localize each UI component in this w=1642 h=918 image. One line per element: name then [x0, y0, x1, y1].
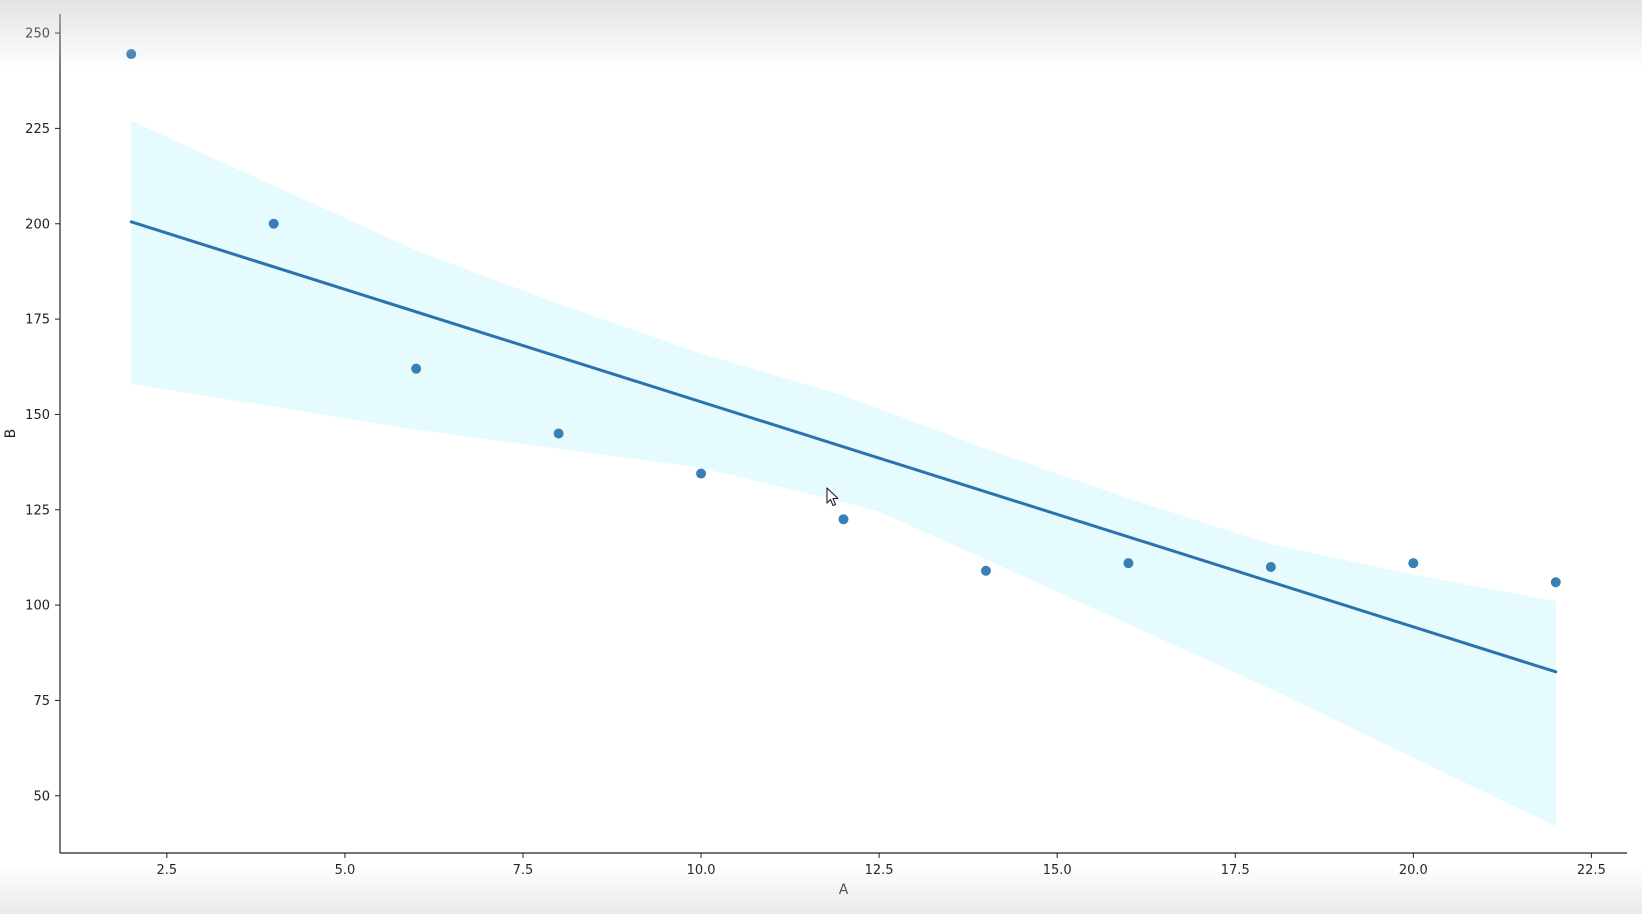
scatter-point	[553, 428, 564, 439]
x-tick-label: 5.0	[335, 863, 356, 878]
regression-line-layer	[129, 220, 1558, 674]
scatter-point	[1265, 561, 1276, 572]
y-tick-label: 125	[25, 503, 50, 518]
scatter-point	[838, 514, 849, 525]
y-tick-label: 175	[25, 313, 50, 328]
y-tick-label: 225	[25, 122, 50, 137]
scatter-point	[1123, 558, 1134, 569]
x-axis-title: A	[839, 882, 849, 898]
y-tick-label: 250	[25, 27, 50, 42]
confidence-band-layer	[131, 120, 1556, 827]
x-tick-label: 2.5	[156, 863, 177, 878]
x-tick-label: 15.0	[1043, 863, 1072, 878]
x-tick-label: 10.0	[687, 863, 716, 878]
scatter-point	[268, 218, 279, 229]
scatter-point	[1550, 577, 1561, 588]
y-axis-title: B	[3, 429, 19, 439]
y-tick-label: 150	[25, 408, 50, 423]
x-tick-label: 17.5	[1221, 863, 1250, 878]
scatter-point	[411, 363, 422, 374]
y-tick-label: 50	[33, 789, 50, 804]
y-tick-label: 200	[25, 217, 50, 232]
x-tick-label: 20.0	[1399, 863, 1428, 878]
confidence-band	[131, 120, 1556, 827]
regression-line	[129, 220, 1558, 674]
x-tick-label: 7.5	[513, 863, 534, 878]
x-tick-label: 12.5	[865, 863, 894, 878]
y-tick-label: 75	[33, 694, 50, 709]
mouse-cursor-icon	[826, 487, 839, 507]
y-tick-label: 100	[25, 599, 50, 614]
scatter-point	[980, 565, 991, 576]
scatter-points-layer	[126, 49, 1561, 588]
x-tick-label: 22.5	[1577, 863, 1606, 878]
scatter-point	[126, 49, 137, 60]
scatter-point	[696, 468, 707, 479]
scatter-point	[1408, 558, 1419, 569]
